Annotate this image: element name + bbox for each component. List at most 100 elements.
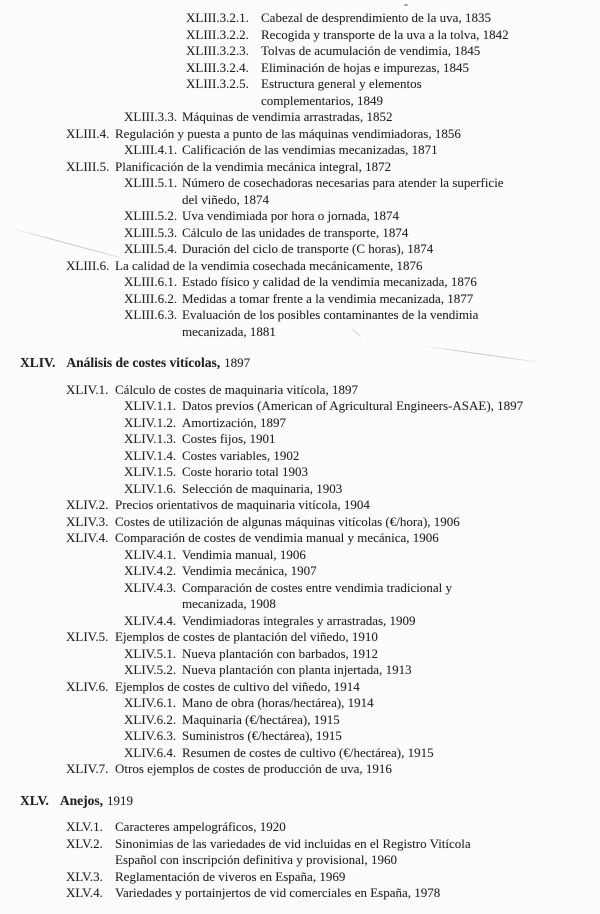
entry-title-line: Variedades y portainjertos de vid comerc… <box>115 885 441 900</box>
entry-title: Amortización, 1897 <box>182 415 600 432</box>
entry-number: XLIV.7. <box>66 761 109 776</box>
chapter-heading: XLIV. Análisis de costes vitícolas, 1897 <box>20 355 600 372</box>
entry-number: XLIII.6.1. <box>124 274 178 289</box>
entry-title-line: Comparación de costes entre vendimia tra… <box>182 579 453 595</box>
entry-number: XLV.1. <box>66 819 103 834</box>
entry-title: Costes de utilización de algunas máquina… <box>115 514 600 531</box>
entry-title-line: Estructura general y elementos <box>261 76 422 91</box>
entry-number: XLIV.5.2. <box>124 662 177 677</box>
entry-number: XLIV.1.4. <box>124 447 177 463</box>
entry-title-line: Amortización, 1897 <box>182 414 286 430</box>
entry-title-line: Resumen de costes de cultivo (€/hectárea… <box>182 744 434 760</box>
entry-title-line: Regulación y puesta a punto de las máqui… <box>115 125 461 141</box>
entry-title-line: Español con inscripción definitiva y pro… <box>115 852 397 867</box>
chapter-number: XLV. <box>20 792 49 808</box>
entry-number: XLIV.6.3. <box>124 728 177 743</box>
entry-number: XLIII.5.3. <box>124 224 178 240</box>
toc-entry: XLIII.6. La calidad de la vendimia cosech… <box>0 258 600 275</box>
toc-entry: XLIV.3. Costes de utilización de algunas … <box>0 514 600 531</box>
entry-title-line: Cálculo de costes de maquinaria vitícola… <box>115 381 358 397</box>
chapter-heading: XLV. Anejos, 1919 <box>20 793 600 810</box>
entry-title: Nueva plantación con barbados, 1912 <box>182 646 600 663</box>
toc-entry: XLIV.5.2. Nueva plantación con planta inj… <box>0 662 600 679</box>
toc-entry: XLIII.3.2.2. Recogida y transporte de la … <box>0 27 600 44</box>
toc-entry: XLIV.4. Comparación de costes de vendimia… <box>0 530 600 547</box>
entry-number: XLIII.3.3. <box>124 109 178 124</box>
entry-number: XLIII.4.1. <box>124 142 178 157</box>
toc-entry: XLIV.6. Ejemplos de costes de cultivo del… <box>0 679 600 696</box>
toc-entry: XLIV.5.1. Nueva plantación con barbados, … <box>0 646 600 663</box>
entry-title: Resumen de costes de cultivo (€/hectárea… <box>182 745 600 762</box>
entry-number: XLV.3. <box>66 868 103 884</box>
toc-entry: XLIV.1.5. Coste horario total 1903 <box>0 464 600 481</box>
toc-entry: XLIII.6.1. Estado físico y calidad de la … <box>0 274 600 291</box>
entry-title-line: complementarios, 1849 <box>261 92 384 108</box>
entry-number: XLIV.1.1. <box>124 398 177 413</box>
entry-number: XLIV.6.2. <box>124 711 177 727</box>
toc-entry: XLIV.4.3. Comparación de costes entre ven… <box>0 580 600 613</box>
toc-section-xliii-continued: XLIII.3.2.1. Cabezal de desprendimiento d… <box>0 10 600 340</box>
entry-title: Planificación de la vendimia mecánica in… <box>115 159 600 176</box>
entry-title: Sinonimias de las variedades de vid incl… <box>115 836 600 869</box>
entry-title: Cálculo de costes de maquinaria vitícola… <box>115 382 600 399</box>
entry-title-line: Ejemplos de costes de cultivo del viñedo… <box>115 678 360 694</box>
toc-entry: XLIII.5. Planificación de la vendimia mec… <box>0 159 600 176</box>
toc-entry: XLIII.6.3. Evaluación de los posibles con… <box>0 307 600 340</box>
chapter-page-number: 1919 <box>107 792 134 808</box>
entry-number: XLIV.6.4. <box>124 744 177 760</box>
entry-number: XLIV.6. <box>66 678 109 694</box>
entry-title: Eliminación de hojas e impurezas, 1845 <box>261 60 600 77</box>
toc-entry: XLIV.1.2. Amortización, 1897 <box>0 415 600 432</box>
entry-title-line: Medidas a tomar frente a la vendimia mec… <box>182 290 474 306</box>
entry-title: Ejemplos de costes de cultivo del viñedo… <box>115 679 600 696</box>
entry-title: Duración del ciclo de transporte (C hora… <box>182 241 600 258</box>
toc-entry: XLIV.4.4. Vendimiadoras integrales y arra… <box>0 613 600 630</box>
entry-title-line: Caracteres ampelográficos, 1920 <box>115 819 286 834</box>
entry-title-line: La calidad de la vendimia cosechada mecá… <box>115 257 423 273</box>
toc-entry: XLIII.3.3. Máquinas de vendimia arrastrad… <box>0 109 600 126</box>
chapter-number: XLIV. <box>20 355 56 370</box>
entry-title: Vendimiadoras integrales y arrastradas, … <box>182 613 600 630</box>
entry-title: Datos previos (American of Agricultural … <box>182 398 600 415</box>
entry-title-line: Datos previos (American of Agricultural … <box>182 398 524 413</box>
entry-title-line: Vendimiadoras integrales y arrastradas, … <box>182 612 416 628</box>
entry-title-line: Costes variables, 1902 <box>182 447 300 463</box>
entry-title-line: Nueva plantación con planta injertada, 1… <box>182 662 412 677</box>
entry-title: Vendimia manual, 1906 <box>182 547 600 564</box>
entry-title: Coste horario total 1903 <box>182 464 600 481</box>
toc-entry: XLIV.6.3. Suministros (€/hectárea), 1915 <box>0 728 600 745</box>
toc-entry: XLIII.3.2.4. Eliminación de hojas e impur… <box>0 60 600 77</box>
entry-number: XLIV.3. <box>66 513 109 529</box>
toc-entry: XLIII.3.2.1. Cabezal de desprendimiento d… <box>0 10 600 27</box>
entry-number: XLIII.6.3. <box>124 307 178 322</box>
entry-title: Comparación de costes entre vendimia tra… <box>182 580 600 613</box>
entry-title-line: Comparación de costes de vendimia manual… <box>115 530 439 545</box>
toc-entry: XLIII.5.4. Duración del ciclo de transpor… <box>0 241 600 258</box>
entry-title: Nueva plantación con planta injertada, 1… <box>182 662 600 679</box>
entry-number: XLIV.4. <box>66 530 109 545</box>
entry-title-line: Costes de utilización de algunas máquina… <box>115 513 460 529</box>
toc-entry: XLIII.5.1. Número de cosechadoras necesar… <box>0 175 600 208</box>
toc-entry: XLV.3. Reglamentación de viveros en Españ… <box>0 869 600 886</box>
entry-title: Maquinaria (€/hectárea), 1915 <box>182 712 600 729</box>
toc-entry: XLIII.5.2. Uva vendimiada por hora o jorn… <box>0 208 600 225</box>
entry-title: Medidas a tomar frente a la vendimia mec… <box>182 291 600 308</box>
toc-entry: XLIV.6.4. Resumen de costes de cultivo (€… <box>0 745 600 762</box>
entry-title: Ejemplos de costes de plantación del viñ… <box>115 629 600 646</box>
entry-title: Suministros (€/hectárea), 1915 <box>182 728 600 745</box>
entry-title: Recogida y transporte de la uva a la tol… <box>261 27 600 44</box>
entry-title: Costes fijos, 1901 <box>182 431 600 448</box>
entry-title: Evaluación de los posibles contaminantes… <box>182 307 600 340</box>
entry-title-line: Suministros (€/hectárea), 1915 <box>182 728 342 743</box>
entry-number: XLIV.2. <box>66 497 109 512</box>
entry-number: XLIII.6.2. <box>124 290 178 306</box>
entry-title-line: Tolvas de acumulación de vendimia, 1845 <box>261 43 481 58</box>
entry-number: XLIII.3.2.1. <box>186 10 249 25</box>
entry-title-line: mecanizada, 1908 <box>182 596 276 611</box>
entry-title-line: Maquinaria (€/hectárea), 1915 <box>182 711 340 727</box>
entry-title-line: Uva vendimiada por hora o jornada, 1874 <box>182 208 399 223</box>
entry-title-line: del viñedo, 1874 <box>182 191 270 207</box>
entry-title: La calidad de la vendimia cosechada mecá… <box>115 258 600 275</box>
entry-number: XLV.4. <box>66 885 103 900</box>
